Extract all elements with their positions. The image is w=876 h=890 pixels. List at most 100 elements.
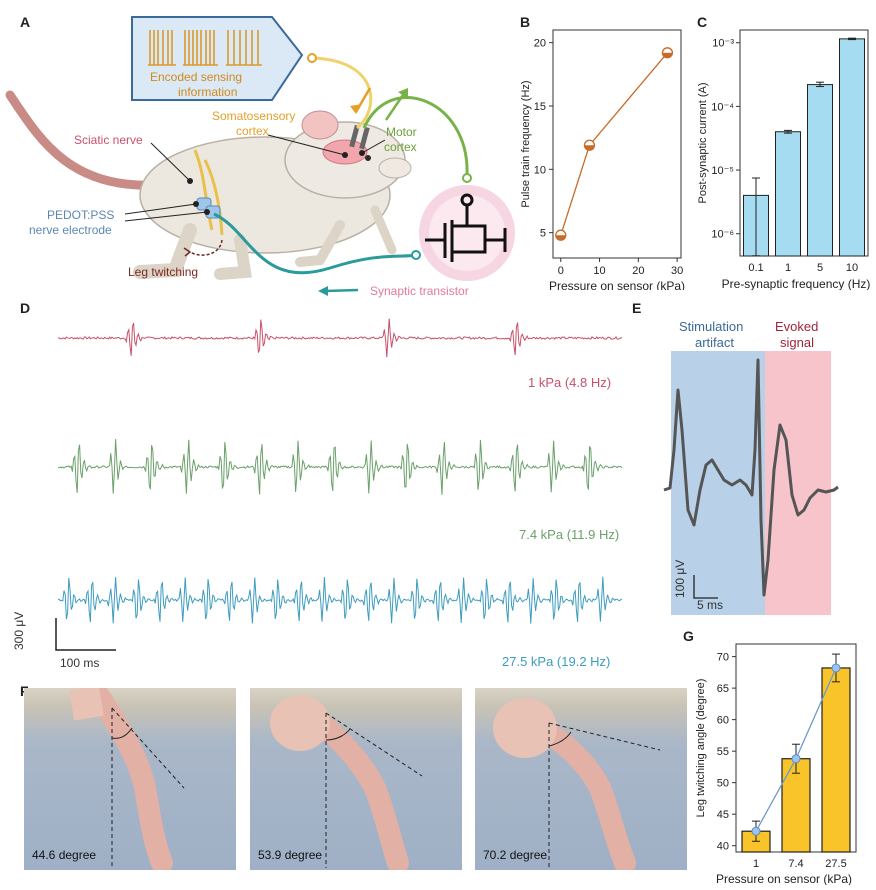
x-tick-label: 30 — [671, 265, 683, 277]
x-tick-label: 0 — [558, 265, 564, 277]
scale-bar — [693, 575, 718, 599]
y-tick-label: 10⁻³ — [712, 38, 734, 50]
panel-label-c: C — [697, 14, 708, 30]
y-tick-label: 50 — [717, 778, 729, 790]
y-tick-label: 10 — [534, 164, 546, 176]
x-tick-label: 1 — [785, 262, 791, 274]
y-tick-label: 60 — [717, 715, 729, 727]
sciatic-nerve-shape — [193, 149, 224, 236]
twitch-arrow-icon — [189, 239, 223, 256]
trace-label-2: 7.4 kPa (11.9 Hz) — [519, 527, 620, 542]
x-tick-label: 20 — [632, 265, 644, 277]
trace-label-3: 27.5 kPa (19.2 Hz) — [502, 654, 611, 669]
leg-photo-1: 44.6 degree — [24, 688, 236, 870]
bar — [821, 667, 851, 853]
tail-shape — [5, 90, 165, 190]
encoded-label-1: Encoded sensing — [150, 70, 243, 84]
pedot-label-2: nerve electrode — [29, 223, 112, 237]
trace-label-1: 1 kPa (4.8 Hz) — [528, 375, 612, 390]
plot-frame — [739, 29, 869, 257]
y-tick-label: 40 — [717, 841, 729, 853]
motor-label-1: Motor — [386, 125, 417, 139]
scale-bar — [55, 618, 116, 651]
y-tick-label: 10⁻⁵ — [711, 165, 734, 177]
data-point-half — [555, 235, 566, 241]
chart-g: 40 45 50 55 60 65 70 1 7.4 27.5 Pressure on sensor… — [695, 643, 857, 885]
rat-eye — [365, 155, 371, 161]
encoded-info-box — [131, 16, 304, 101]
trend-point — [791, 754, 801, 764]
scale-time-label: 100 ms — [60, 656, 100, 670]
stimulation-label-1: Stimulation — [679, 319, 744, 334]
chart-b: 0 10 20 30 5 10 15 20 Pressure on sensor (kPa) Pu… — [520, 29, 685, 290]
data-point-half — [584, 145, 595, 151]
x-tick-label: 7.4 — [788, 858, 803, 870]
arrow-icon — [384, 91, 407, 121]
somato-label-1: Somatosensory — [212, 109, 296, 123]
leg-twitching-label: Leg twitching — [128, 265, 199, 279]
trend-point — [831, 663, 841, 673]
stimulation-label-2: artifact — [695, 335, 735, 350]
y-tick-label: 5 — [540, 228, 546, 240]
data-point-half — [662, 52, 673, 58]
leg-photo-2: 53.9 degree — [250, 688, 462, 870]
panel-label-d: D — [20, 300, 31, 316]
panel-e-trace — [663, 351, 839, 615]
panel-label-a: A — [20, 14, 31, 30]
arrow-icon — [324, 288, 359, 293]
y-axis-label: Pulse train frequency (Hz) — [520, 80, 532, 207]
x-tick-label: 10 — [846, 262, 858, 274]
sciatic-label: Sciatic nerve — [74, 133, 143, 147]
y-tick-label: 10⁻⁴ — [711, 101, 734, 113]
y-axis-label: Leg twitching angle (degree) — [695, 679, 707, 818]
y-tick-label: 70 — [717, 652, 729, 664]
synaptic-transistor-label: Synaptic transistor — [370, 284, 469, 298]
evoked-label-2: signal — [780, 335, 814, 350]
neural-trace — [57, 318, 623, 358]
series-line — [560, 52, 668, 236]
y-tick-label: 20 — [534, 38, 546, 50]
y-tick-label: 65 — [717, 683, 729, 695]
spike-train-icon — [148, 30, 262, 66]
panel-label-g: G — [683, 628, 694, 644]
angle-caption-1: 44.6 degree — [32, 848, 97, 862]
evoked-region — [765, 351, 831, 615]
x-axis-label: Pressure on sensor (kPa) — [549, 279, 685, 290]
plot-frame — [552, 29, 682, 259]
bar — [775, 131, 801, 257]
evoked-trace — [663, 358, 839, 597]
chart-c: 10⁻⁶ 10⁻⁵ 10⁻⁴ 10⁻³ 0.1 1 5 10 Pre-synaptic freq… — [697, 29, 871, 290]
y-tick-label: 10⁻⁶ — [711, 229, 734, 241]
e-scale-voltage-label: 100 μV — [673, 559, 687, 598]
panel-label-b: B — [520, 14, 531, 30]
neural-trace — [58, 576, 623, 624]
x-tick-label: 1 — [753, 858, 759, 870]
evoked-label-1: Evoked — [775, 319, 819, 334]
rat-ear — [301, 110, 339, 140]
y-tick-label: 15 — [534, 101, 546, 113]
y-tick-label: 55 — [717, 746, 729, 758]
panel-d-traces — [55, 318, 623, 651]
angle-caption-2: 53.9 degree — [258, 848, 323, 862]
leg-photo-3: 70.2 degree — [475, 688, 687, 870]
motor-label-2: cortex — [384, 140, 417, 154]
x-axis-label: Pressure on sensor (kPa) — [716, 872, 852, 885]
encoded-label-2: information — [178, 85, 238, 99]
y-tick-label: 45 — [717, 809, 729, 821]
panel-label-e: E — [632, 300, 642, 316]
y-axis-label: Post-synaptic current (A) — [697, 82, 709, 203]
bar — [839, 38, 865, 257]
bar — [781, 758, 811, 853]
trend-point — [751, 826, 761, 836]
x-tick-label: 27.5 — [825, 858, 846, 870]
angle-caption-3: 70.2 degree — [483, 848, 548, 862]
somato-label-2: cortex — [236, 124, 269, 138]
x-axis-label: Pre-synaptic frequency (Hz) — [722, 277, 871, 290]
scale-voltage-label: 300 μV — [12, 611, 26, 650]
x-tick-label: 10 — [593, 265, 605, 277]
e-scale-time-label: 5 ms — [697, 598, 724, 612]
panel-a-illustration — [5, 16, 515, 296]
x-tick-label: 0.1 — [748, 262, 763, 274]
bar — [807, 84, 833, 257]
pedot-label-1: PEDOT:PSS — [47, 208, 115, 222]
